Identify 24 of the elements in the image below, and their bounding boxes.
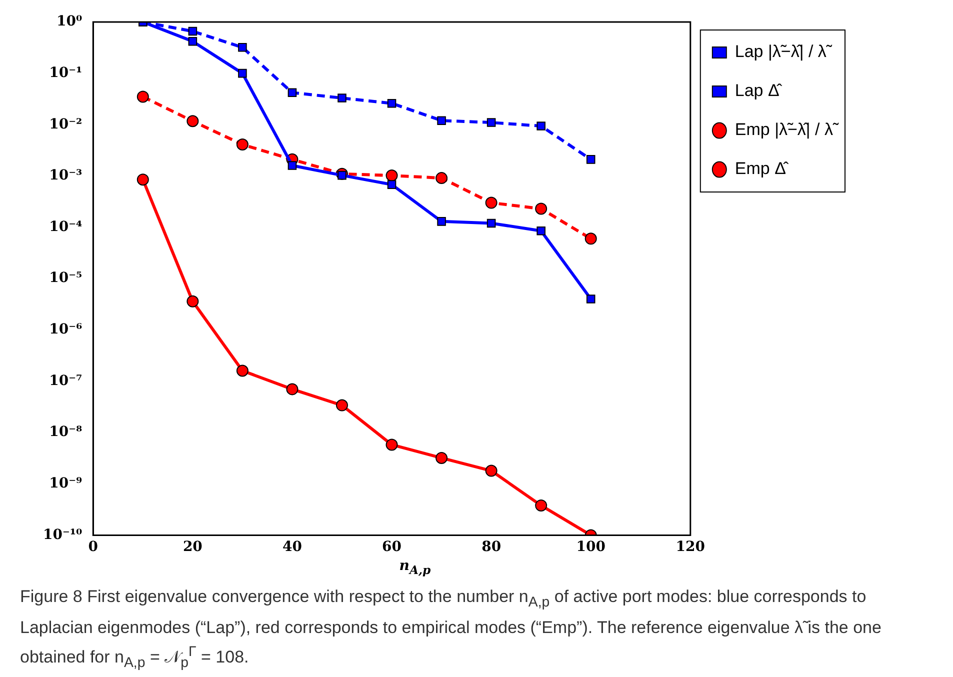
y-tick-label: 10⁻⁴ <box>49 218 82 235</box>
legend-label: Lap Δ̂ <box>734 81 782 100</box>
y-tick-label: 10⁻² <box>49 116 82 132</box>
legend-label: Emp |λ̃−λ̂| / λ̃ <box>734 120 839 140</box>
x-tick-label: 0 <box>88 539 98 556</box>
y-tick-label: 10⁻⁵ <box>49 270 82 286</box>
y-tick-label: 10⁻⁷ <box>49 372 82 389</box>
x-tick-label: 20 <box>182 539 203 556</box>
x-tick-label: 120 <box>676 539 706 556</box>
x-tick-label: 80 <box>482 539 502 556</box>
legend-label: Lap |λ̃−λ̂| / λ̃ <box>734 42 832 62</box>
x-axis-title: n$_{A,p}$ <box>398 558 432 577</box>
x-tick-label: 40 <box>282 539 302 556</box>
x-tick-label: 100 <box>576 539 606 556</box>
x-tick-label: 60 <box>382 539 402 556</box>
legend-label: Emp Δ̂ <box>734 159 789 178</box>
y-tick-label: 10⁻⁸ <box>49 424 82 440</box>
y-tick-label: 10⁻⁹ <box>49 476 82 492</box>
y-tick-label: 10⁻¹ <box>49 64 82 81</box>
y-tick-label: 10⁻¹⁰ <box>42 526 82 543</box>
y-tick-label: 10⁻³ <box>49 168 82 184</box>
y-tick-label: 10⁰ <box>56 14 82 30</box>
y-tick-label: 10⁻⁶ <box>49 322 82 338</box>
text: Figure 8 First eigenvalue convergence with respect to the number n$_{A,p}$ of active port modes: blue corresponds to Laplacian eigenmodes (“Lap”), red corresponds to empirical modes (“Emp”). The reference eigenvalue λ̃ is the one obtained for n$_{A,p}$ = 𝒩$_{p}$$^{Γ}$ = 108. <box>20 587 882 672</box>
